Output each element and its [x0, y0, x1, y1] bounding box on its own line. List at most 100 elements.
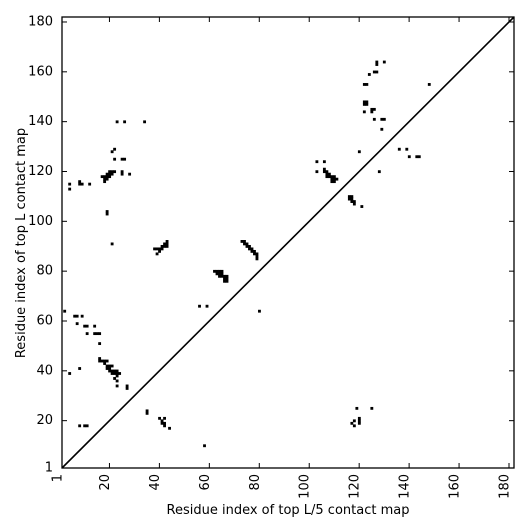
contact-point: [330, 177, 334, 181]
contact-point: [145, 411, 149, 415]
contact-point: [352, 202, 356, 206]
contact-point: [73, 314, 77, 318]
y-tick-label: 60: [36, 313, 53, 328]
x-tick-label: 80: [248, 474, 263, 491]
contact-point: [367, 73, 371, 76]
plot-frame: [61, 16, 515, 469]
contact-point: [93, 324, 97, 328]
x-tick-label: 1: [51, 474, 66, 482]
y-tick-label: 120: [28, 164, 53, 179]
contact-point: [103, 362, 107, 365]
contact-point: [248, 244, 251, 248]
contact-point: [325, 175, 329, 179]
contact-point: [355, 406, 359, 410]
contact-point: [110, 242, 114, 246]
contact-point: [382, 117, 386, 121]
contact-point: [332, 180, 336, 184]
contact-point: [105, 177, 109, 181]
contact-point: [113, 157, 117, 161]
contact-point: [215, 269, 219, 273]
contact-point: [352, 424, 356, 428]
contact-point: [78, 182, 82, 186]
contact-point: [98, 357, 102, 360]
contact-point: [108, 175, 112, 179]
y-tick-label: 20: [36, 413, 53, 428]
contact-point: [103, 359, 107, 363]
contact-point: [105, 210, 109, 213]
contact-point: [125, 387, 129, 390]
contact-point: [362, 102, 366, 106]
contact-point: [375, 63, 379, 66]
contact-point: [80, 314, 84, 318]
contact-point: [370, 110, 374, 114]
contact-point: [322, 160, 326, 164]
x-tick-label: 160: [448, 474, 463, 499]
contact-point: [332, 175, 336, 179]
x-tick-label: 180: [498, 474, 513, 499]
contact-point: [158, 247, 161, 251]
contact-point: [407, 155, 411, 159]
contact-point: [405, 147, 409, 151]
contact-point: [110, 150, 114, 154]
contact-point: [155, 252, 159, 256]
contact-point: [352, 419, 356, 423]
y-tick-label: 160: [28, 64, 53, 79]
contact-point: [198, 304, 201, 308]
contact-point: [325, 170, 329, 174]
contact-point: [415, 155, 419, 159]
contact-point: [125, 384, 129, 388]
contact-point: [103, 180, 107, 184]
contact-point: [365, 102, 369, 106]
x-tick-label: 100: [298, 474, 313, 499]
contact-point: [315, 160, 319, 164]
contact-point: [78, 180, 82, 184]
diagonal-line: [61, 16, 515, 469]
contact-point: [68, 182, 72, 186]
contact-point: [105, 367, 109, 370]
x-axis-ticks: 1 20 40 60 80 100 120 140 160 180: [51, 17, 513, 499]
contact-point: [357, 150, 361, 154]
contact-point: [105, 364, 109, 368]
contact-point: [350, 197, 354, 201]
contact-point: [85, 332, 89, 336]
contact-point: [85, 424, 89, 428]
contact-point: [258, 309, 261, 313]
contact-point: [100, 359, 104, 363]
contact-point: [365, 83, 369, 86]
contact-point: [98, 342, 102, 346]
contact-point: [397, 147, 401, 151]
contact-point: [63, 309, 67, 313]
contact-point: [85, 324, 89, 328]
contact-point: [83, 424, 87, 428]
contact-point: [350, 421, 354, 425]
contact-point: [327, 175, 331, 179]
contact-point: [357, 416, 361, 420]
contact-point: [115, 120, 119, 124]
contact-point: [330, 180, 334, 184]
contact-point: [380, 127, 384, 131]
contact-point: [253, 249, 256, 253]
contact-point: [118, 372, 122, 375]
contact-point: [370, 406, 374, 410]
contact-point: [155, 247, 159, 251]
contact-point: [325, 172, 329, 176]
contact-point: [218, 274, 221, 278]
contact-point: [360, 205, 364, 208]
contact-point: [372, 70, 376, 74]
contact-point: [223, 279, 226, 283]
contact-point: [220, 269, 224, 273]
x-tick-label: 120: [348, 474, 363, 499]
contact-point: [108, 172, 112, 176]
contact-point: [123, 120, 127, 124]
y-tick-label: 180: [28, 14, 53, 29]
contact-point: [248, 247, 251, 251]
contact-point: [223, 274, 226, 278]
contact-point: [245, 242, 249, 246]
y-axis-label: Residue index of top L contact map: [14, 128, 29, 358]
contact-point: [347, 195, 351, 198]
y-tick-label: 80: [36, 264, 53, 279]
contact-point: [105, 172, 109, 176]
contact-point: [372, 117, 376, 121]
contact-point: [362, 83, 366, 86]
